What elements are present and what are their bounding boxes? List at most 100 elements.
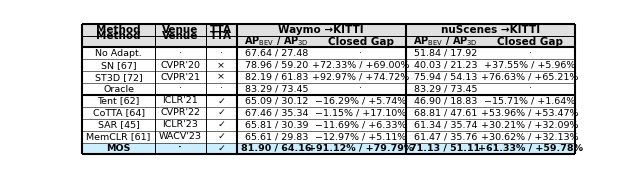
Bar xyxy=(155,119,205,131)
Text: Tent [62]: Tent [62] xyxy=(97,96,140,105)
Text: 46.90 / 18.83: 46.90 / 18.83 xyxy=(414,96,477,105)
Text: 65.81 / 30.39: 65.81 / 30.39 xyxy=(244,120,308,129)
Bar xyxy=(406,83,485,95)
Text: +53.96% / +53.47%: +53.96% / +53.47% xyxy=(481,108,579,117)
Bar xyxy=(406,119,485,131)
Text: SN [67]: SN [67] xyxy=(101,61,136,70)
Bar xyxy=(155,47,205,59)
Text: TTA: TTA xyxy=(210,25,232,35)
Bar xyxy=(406,71,485,83)
Text: 83.29 / 73.45: 83.29 / 73.45 xyxy=(244,85,308,94)
Text: ·: · xyxy=(529,49,532,58)
Bar xyxy=(237,131,316,142)
Text: Closed Gap: Closed Gap xyxy=(328,37,394,47)
Text: ·: · xyxy=(179,144,182,153)
Text: AP$_{\mathrm{BEV}}$ / AP$_{\mathrm{3D}}$: AP$_{\mathrm{BEV}}$ / AP$_{\mathrm{3D}}$ xyxy=(244,35,308,48)
Text: −1.15% / +17.10%: −1.15% / +17.10% xyxy=(316,108,406,117)
Text: nuScenes →KITTI: nuScenes →KITTI xyxy=(441,25,540,35)
Text: Venue: Venue xyxy=(162,31,198,41)
Bar xyxy=(316,95,406,107)
Text: ·: · xyxy=(529,85,532,94)
Text: ·: · xyxy=(360,85,362,94)
Bar xyxy=(205,131,237,142)
Bar xyxy=(485,83,575,95)
Bar xyxy=(205,83,237,95)
Bar xyxy=(485,24,575,47)
Bar xyxy=(316,83,406,95)
Text: ×: × xyxy=(217,61,225,70)
Bar xyxy=(205,142,237,154)
Bar xyxy=(155,107,205,119)
Bar xyxy=(316,47,406,59)
Text: 78.96 / 59.20: 78.96 / 59.20 xyxy=(244,61,308,70)
Text: TTA: TTA xyxy=(210,31,232,41)
Text: 81.90 / 64.16: 81.90 / 64.16 xyxy=(241,144,312,153)
Text: CoTTA [64]: CoTTA [64] xyxy=(93,108,145,117)
Text: 51.84 / 17.92: 51.84 / 17.92 xyxy=(414,49,477,58)
Text: ·: · xyxy=(360,49,362,58)
Text: ✓: ✓ xyxy=(217,96,225,105)
Text: 75.94 / 54.13: 75.94 / 54.13 xyxy=(414,73,477,82)
Bar xyxy=(406,24,485,47)
Bar xyxy=(83,59,155,71)
Bar xyxy=(83,119,155,131)
Text: CVPR'22: CVPR'22 xyxy=(160,108,200,117)
Bar xyxy=(485,131,575,142)
Text: WACV'23: WACV'23 xyxy=(159,132,202,141)
Bar xyxy=(316,24,406,47)
Bar xyxy=(83,47,155,59)
Bar xyxy=(316,131,406,142)
Text: +91.12% / +79.79%: +91.12% / +79.79% xyxy=(308,144,413,153)
Bar xyxy=(155,142,205,154)
Bar xyxy=(237,24,316,47)
Bar xyxy=(406,47,485,59)
Bar xyxy=(83,83,155,95)
Text: 61.47 / 35.76: 61.47 / 35.76 xyxy=(414,132,477,141)
Bar xyxy=(485,95,575,107)
Bar xyxy=(205,71,237,83)
Bar xyxy=(406,59,485,71)
Bar xyxy=(205,24,237,47)
Text: 83.29 / 73.45: 83.29 / 73.45 xyxy=(413,85,477,94)
Bar xyxy=(316,119,406,131)
Text: ·: · xyxy=(220,85,223,94)
Bar xyxy=(406,107,485,119)
Bar xyxy=(485,107,575,119)
Text: −11.69% / +6.33%: −11.69% / +6.33% xyxy=(315,120,406,129)
Text: −12.97% / +5.11%: −12.97% / +5.11% xyxy=(316,132,406,141)
Bar xyxy=(155,131,205,142)
Text: 65.61 / 29.83: 65.61 / 29.83 xyxy=(244,132,308,141)
Bar xyxy=(406,131,485,142)
Bar xyxy=(205,119,237,131)
Bar xyxy=(237,142,316,154)
Text: +30.21% / +32.09%: +30.21% / +32.09% xyxy=(481,120,579,129)
Bar xyxy=(155,59,205,71)
Text: 71.13 / 51.11: 71.13 / 51.11 xyxy=(410,144,481,153)
Text: 40.03 / 21.23: 40.03 / 21.23 xyxy=(413,61,477,70)
Text: +37.55% / +5.96%: +37.55% / +5.96% xyxy=(484,61,576,70)
Text: Method: Method xyxy=(96,31,141,41)
Bar xyxy=(155,95,205,107)
Bar xyxy=(237,83,316,95)
Text: +30.62% / +32.13%: +30.62% / +32.13% xyxy=(481,132,579,141)
Bar xyxy=(237,95,316,107)
Bar xyxy=(485,119,575,131)
Text: ·: · xyxy=(179,85,182,94)
Text: −15.71% / +1.64%: −15.71% / +1.64% xyxy=(484,96,575,105)
Text: ✓: ✓ xyxy=(217,108,225,117)
Bar xyxy=(237,47,316,59)
Text: +92.97% / +74.72%: +92.97% / +74.72% xyxy=(312,73,410,82)
Bar xyxy=(237,71,316,83)
Bar xyxy=(83,95,155,107)
Text: ·: · xyxy=(179,49,182,58)
Text: 65.09 / 30.12: 65.09 / 30.12 xyxy=(244,96,308,105)
Text: 67.64 / 27.48: 67.64 / 27.48 xyxy=(244,49,308,58)
Text: ×: × xyxy=(217,73,225,82)
Text: Closed Gap: Closed Gap xyxy=(497,37,563,47)
Text: ICLR'21: ICLR'21 xyxy=(163,96,198,105)
Bar xyxy=(237,107,316,119)
Bar xyxy=(155,71,205,83)
Bar xyxy=(155,83,205,95)
Bar xyxy=(155,24,205,47)
Text: 61.34 / 35.74: 61.34 / 35.74 xyxy=(413,120,477,129)
